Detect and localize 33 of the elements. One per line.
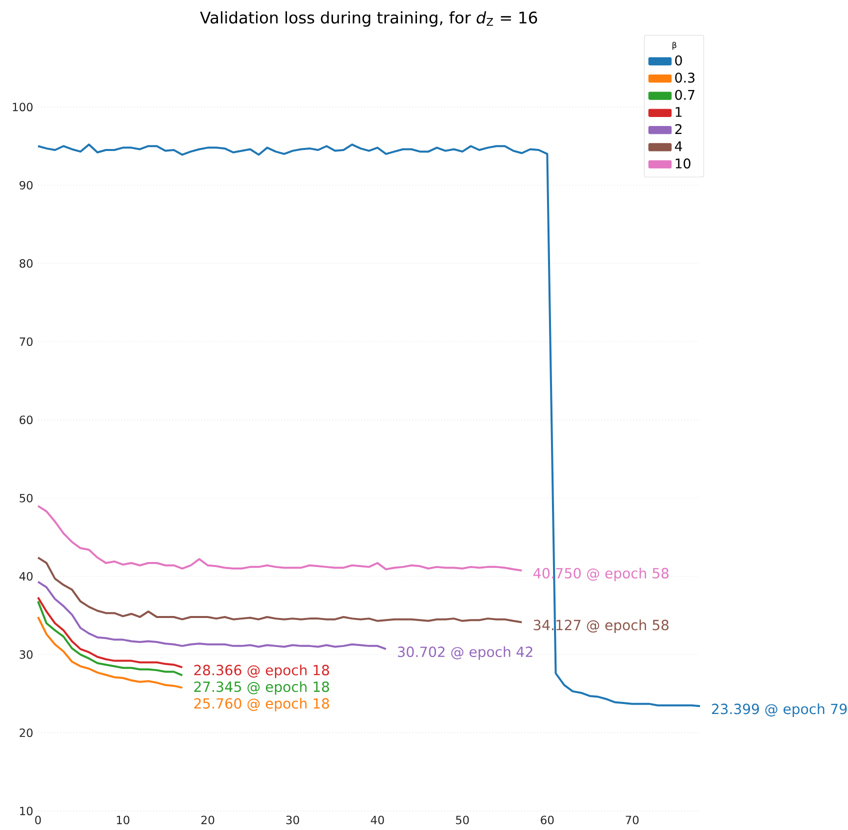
y-tick-label: 10 bbox=[20, 806, 33, 816]
annotation: 30.702 @ epoch 42 bbox=[398, 646, 532, 660]
y-tick-label: 40 bbox=[19, 572, 33, 581]
annotation: 23.399 @ epoch 79 bbox=[712, 703, 847, 717]
y-tick-label: 80 bbox=[20, 259, 33, 268]
x-tick-label: 10 bbox=[116, 816, 130, 824]
y-tick-label: 20 bbox=[20, 728, 33, 738]
legend-label: 0 bbox=[675, 55, 682, 66]
legend-label: 2 bbox=[675, 124, 682, 134]
legend-label: 4 bbox=[674, 141, 682, 152]
x-tick-label: 50 bbox=[456, 816, 469, 824]
y-tick-label: 50 bbox=[20, 494, 33, 502]
y-tick-label: 70 bbox=[20, 337, 33, 346]
legend-label: 1 bbox=[676, 107, 682, 117]
annotation: 25.760 @ epoch 18 bbox=[194, 698, 330, 712]
x-tick-label: 0 bbox=[35, 816, 41, 824]
y-tick-label: 90 bbox=[20, 180, 33, 190]
x-tick-label: 20 bbox=[201, 816, 214, 824]
annotation: 27.345 @ epoch 18 bbox=[194, 681, 330, 695]
x-tick-label: 70 bbox=[626, 816, 639, 824]
x-tick-label: 30 bbox=[286, 816, 300, 824]
legend-label: 0.3 bbox=[675, 72, 694, 83]
line-series bbox=[37, 616, 184, 689]
annotation: 28.366 @ epoch 18 bbox=[194, 664, 330, 678]
y-tick-label: 30 bbox=[20, 650, 33, 659]
chart-title: Validation loss during training, for d$_{Z}$ = 16 bbox=[200, 11, 538, 27]
y-tick-label: 100 bbox=[12, 102, 33, 112]
legend-label: 10 bbox=[676, 158, 690, 168]
legend-title: β bbox=[672, 42, 676, 50]
x-tick-label: 60 bbox=[540, 816, 554, 824]
y-tick-label: 60 bbox=[20, 416, 33, 424]
legend-label: 0.7 bbox=[675, 90, 694, 100]
x-tick-label: 40 bbox=[370, 816, 384, 824]
